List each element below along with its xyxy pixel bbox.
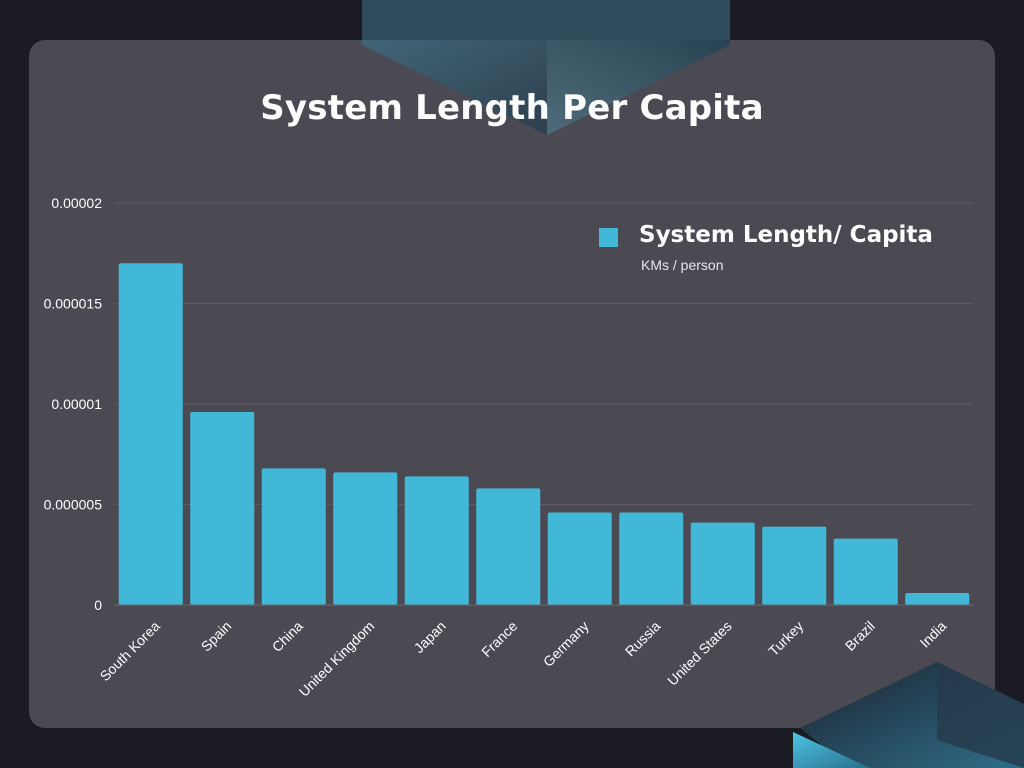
legend-series-name: System Length/ Capita xyxy=(639,222,933,248)
y-tick-label: 0.000005 xyxy=(44,497,103,513)
x-tick-label: Brazil xyxy=(842,618,878,654)
legend-series-unit: KMs / person xyxy=(641,257,724,273)
y-tick-label: 0.000015 xyxy=(44,296,103,312)
bar xyxy=(762,526,827,605)
bar xyxy=(833,538,898,605)
bar xyxy=(118,263,183,605)
x-tick-label: Germany xyxy=(540,618,592,670)
bar xyxy=(476,488,541,605)
bar xyxy=(547,512,612,605)
chart-title: System Length Per Capita xyxy=(260,88,764,128)
x-tick-label: India xyxy=(917,618,950,651)
bar xyxy=(261,468,326,605)
x-tick-label: United Kingdom xyxy=(296,618,378,700)
x-tick-label: Japan xyxy=(411,618,449,656)
bar xyxy=(619,512,684,605)
bar xyxy=(190,412,255,605)
x-tick-label: Spain xyxy=(198,618,235,655)
x-tick-label: United States xyxy=(664,618,735,689)
bar xyxy=(690,522,755,605)
x-tick-label: France xyxy=(478,618,520,660)
x-tick-label: South Korea xyxy=(97,618,164,685)
y-tick-label: 0.00001 xyxy=(51,396,102,412)
chart-card xyxy=(29,40,995,728)
x-tick-label: Russia xyxy=(622,618,664,660)
legend-swatch xyxy=(599,228,618,247)
bar xyxy=(905,592,970,605)
y-tick-label: 0 xyxy=(94,597,102,613)
x-tick-label: Turkey xyxy=(765,618,806,659)
bar xyxy=(404,476,469,605)
bar xyxy=(333,472,398,605)
x-tick-label: China xyxy=(269,618,306,655)
y-tick-label: 0.00002 xyxy=(51,195,102,211)
